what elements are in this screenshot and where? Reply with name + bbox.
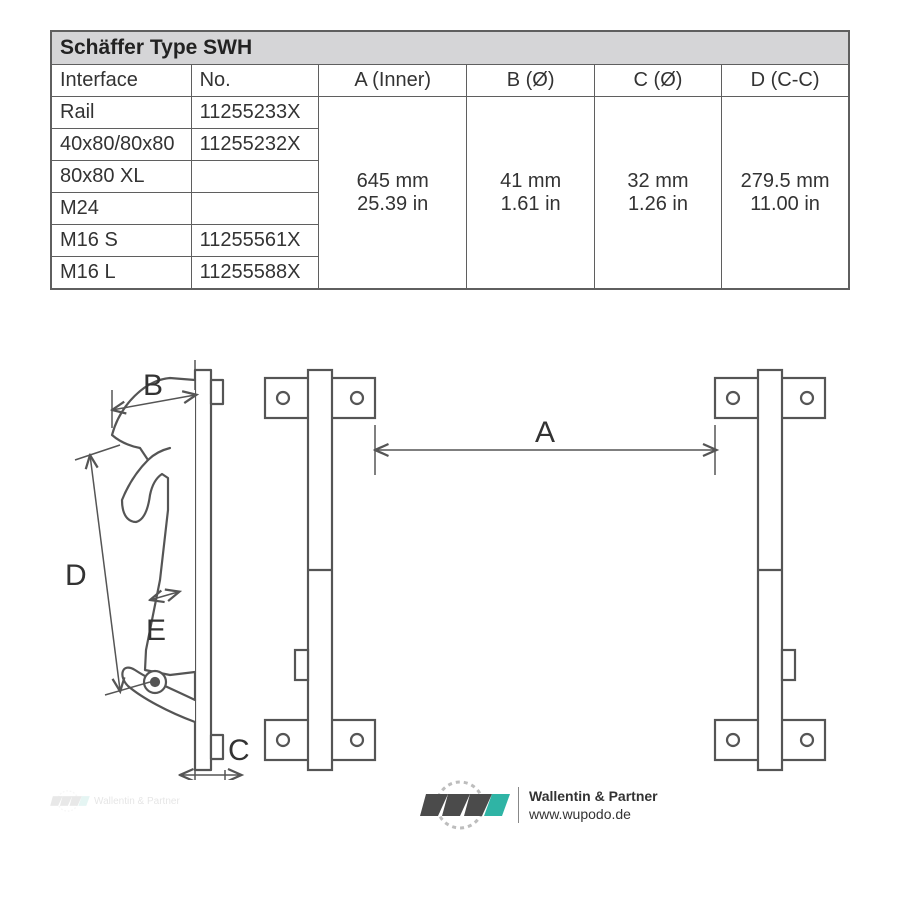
- hdr-interface: Interface: [51, 65, 191, 97]
- hdr-c: C (Ø): [594, 65, 721, 97]
- company-url: www.wupodo.de: [529, 805, 658, 823]
- dim-a: A: [375, 416, 715, 475]
- hdr-d: D (C-C): [722, 65, 849, 97]
- b-in: 1.61 in: [501, 193, 561, 215]
- cell-iface: 80x80 XL: [51, 161, 191, 193]
- company-logo: Wallentin & Partner www.wupodo.de: [420, 780, 658, 830]
- spec-table: Schäffer Type SWH Interface No. A (Inner…: [50, 30, 850, 290]
- c-in: 1.26 in: [628, 193, 688, 215]
- wm-text: Wallentin & Partner: [94, 796, 180, 807]
- logo-icon: [420, 780, 510, 830]
- a-in: 25.39 in: [357, 193, 428, 215]
- d-mm: 279.5 mm: [741, 170, 830, 192]
- cell-no: 11255561X: [191, 225, 318, 257]
- cell-iface: 40x80/80x80: [51, 129, 191, 161]
- hdr-no: No.: [191, 65, 318, 97]
- watermark-logo: Wallentin & Partner: [50, 790, 180, 812]
- c-mm: 32 mm: [627, 170, 688, 192]
- label-e: E: [146, 614, 166, 647]
- cell-b: 41 mm 1.61 in: [467, 97, 594, 290]
- side-profile: [112, 370, 223, 770]
- table-row: Rail 11255233X 645 mm 25.39 in 41 mm 1.6…: [51, 97, 849, 129]
- cell-iface: Rail: [51, 97, 191, 129]
- logo-text: Wallentin & Partner www.wupodo.de: [518, 787, 658, 823]
- cell-a: 645 mm 25.39 in: [318, 97, 467, 290]
- d-in: 11.00 in: [750, 193, 820, 215]
- hdr-a: A (Inner): [318, 65, 467, 97]
- cell-no: [191, 193, 318, 225]
- a-mm: 645 mm: [357, 170, 429, 192]
- cell-iface: M16 L: [51, 257, 191, 290]
- cell-no: 11255232X: [191, 129, 318, 161]
- label-c: C: [228, 734, 250, 767]
- cell-c: 32 mm 1.26 in: [594, 97, 721, 290]
- front-left-bracket: [265, 370, 375, 770]
- b-mm: 41 mm: [500, 170, 561, 192]
- table-title-row: Schäffer Type SWH: [51, 31, 849, 65]
- label-a: A: [535, 416, 555, 449]
- cell-d: 279.5 mm 11.00 in: [722, 97, 849, 290]
- table-header-row: Interface No. A (Inner) B (Ø) C (Ø) D (C…: [51, 65, 849, 97]
- company-name: Wallentin & Partner: [529, 787, 658, 805]
- cell-no: [191, 161, 318, 193]
- label-d: D: [65, 559, 87, 592]
- technical-drawing: B D E C: [50, 350, 850, 780]
- table-title: Schäffer Type SWH: [51, 31, 849, 65]
- front-right-bracket: [715, 370, 825, 770]
- hdr-b: B (Ø): [467, 65, 594, 97]
- cell-no: 11255588X: [191, 257, 318, 290]
- cell-iface: M24: [51, 193, 191, 225]
- label-b: B: [143, 369, 163, 402]
- cell-no: 11255233X: [191, 97, 318, 129]
- cell-iface: M16 S: [51, 225, 191, 257]
